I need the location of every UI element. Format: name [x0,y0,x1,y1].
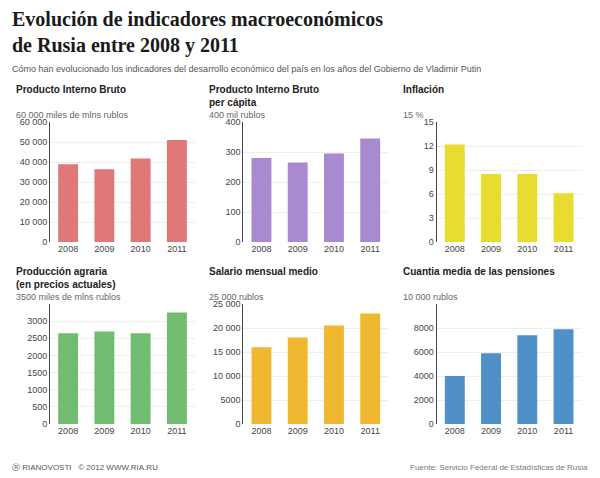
svg-text:Fuente: Servicio Federal de Es: Fuente: Servicio Federal de Estadísticas… [410,463,588,472]
svg-text:50 000: 50 000 [20,137,48,147]
svg-text:2008: 2008 [58,244,78,254]
svg-text:200: 200 [226,177,241,187]
svg-text:2010: 2010 [324,426,344,436]
svg-text:2011: 2011 [167,426,186,436]
svg-text:6000: 6000 [414,347,434,357]
svg-text:2010: 2010 [131,426,151,436]
svg-text:2011: 2011 [361,426,380,436]
svg-text:300: 300 [226,147,241,157]
svg-text:500: 500 [32,402,47,412]
svg-text:10 000: 10 000 [20,217,48,227]
svg-text:3: 3 [429,213,434,223]
svg-text:2011: 2011 [167,244,186,254]
svg-text:40 000: 40 000 [20,157,48,167]
svg-text:60 000: 60 000 [20,117,48,127]
svg-text:2009: 2009 [481,426,501,436]
svg-text:2008: 2008 [58,426,78,436]
svg-text:1500: 1500 [27,368,47,378]
svg-text:12: 12 [424,141,434,151]
svg-text:400: 400 [226,117,241,127]
svg-text:2000: 2000 [414,395,434,405]
svg-text:2000: 2000 [27,351,47,361]
svg-text:400 mil rublos: 400 mil rublos [209,110,266,120]
svg-text:0: 0 [236,237,241,247]
svg-text:Cuantia media de las pensiones: Cuantia media de las pensiones [403,266,555,277]
svg-text:Salario mensual medio: Salario mensual medio [209,266,318,277]
svg-text:60 000 miles de mlns rublos: 60 000 miles de mlns rublos [16,110,129,120]
svg-text:0: 0 [429,419,434,429]
svg-text:Inflación: Inflación [403,84,444,95]
svg-text:2008: 2008 [251,426,271,436]
svg-text:8000: 8000 [414,323,434,333]
svg-text:Cómo han evolucionado los indi: Cómo han evolucionado los indicadores de… [12,64,481,74]
svg-text:2009: 2009 [94,244,114,254]
svg-text:100: 100 [226,207,241,217]
svg-text:20 000: 20 000 [20,197,48,207]
svg-text:0: 0 [42,419,47,429]
svg-text:15 000: 15 000 [213,347,241,357]
svg-text:0: 0 [42,237,47,247]
svg-text:0: 0 [429,237,434,247]
svg-text:2500: 2500 [27,333,47,343]
svg-text:0: 0 [236,419,241,429]
svg-text:15: 15 [424,117,434,127]
svg-text:2009: 2009 [481,244,501,254]
svg-text:Ⓡ RIANOVOSTI © 2012 WWW.RIA.: Ⓡ RIANOVOSTI © 2012 WWW.RIA.RU [12,463,158,472]
svg-text:9: 9 [429,165,434,175]
svg-text:Producto Interno Bruto: Producto Interno Bruto [16,84,126,95]
svg-text:25 000: 25 000 [213,299,241,309]
svg-text:10 000 rublos: 10 000 rublos [403,292,458,302]
svg-text:2009: 2009 [94,426,114,436]
svg-text:1000: 1000 [27,385,47,395]
svg-text:3500 miles de mlns rublos: 3500 miles de mlns rublos [16,292,121,302]
svg-text:15 %: 15 % [403,110,424,120]
svg-text:2009: 2009 [288,426,308,436]
svg-text:25 000 rublos: 25 000 rublos [209,292,264,302]
svg-text:2011: 2011 [554,244,573,254]
svg-text:Evolución de indicadores macro: Evolución de indicadores macroeconómicos… [12,8,383,57]
svg-text:2010: 2010 [517,426,537,436]
svg-text:Producto Interno Brutoper cápi: Producto Interno Brutoper cápita [209,84,319,108]
svg-text:2011: 2011 [361,244,380,254]
svg-text:2008: 2008 [251,244,271,254]
svg-text:4000: 4000 [414,371,434,381]
svg-text:10 000: 10 000 [213,371,241,381]
svg-text:3000: 3000 [27,316,47,326]
svg-text:2008: 2008 [445,426,465,436]
svg-text:2010: 2010 [517,244,537,254]
svg-text:2009: 2009 [288,244,308,254]
svg-text:20 000: 20 000 [213,323,241,333]
svg-text:2010: 2010 [324,244,344,254]
svg-text:2008: 2008 [445,244,465,254]
svg-text:2010: 2010 [131,244,151,254]
svg-text:30 000: 30 000 [20,177,48,187]
svg-text:Producción agraria(en precios: Producción agraria(en precios actuales) [16,266,115,290]
svg-text:5000: 5000 [221,395,241,405]
svg-text:2011: 2011 [554,426,573,436]
svg-text:6: 6 [429,189,434,199]
